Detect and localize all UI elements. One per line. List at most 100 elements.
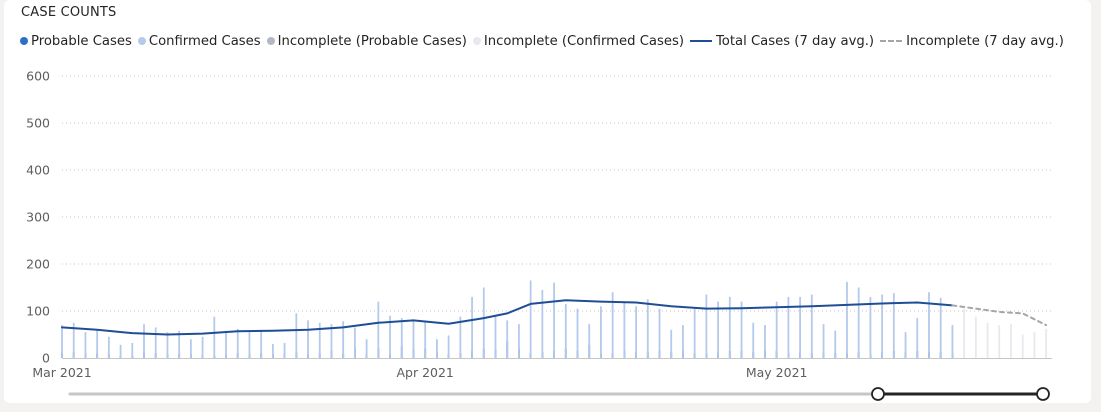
bar [658, 308, 661, 358]
bar [564, 303, 567, 358]
legend-item-confirmed[interactable]: Confirmed Cases [137, 34, 261, 49]
bar [1045, 328, 1048, 358]
bar [471, 296, 473, 358]
bar [600, 306, 602, 358]
legend[interactable]: Probable Cases Confirmed Cases Incomplet… [20, 32, 1070, 50]
legend-label: Incomplete (Probable Cases) [277, 33, 467, 49]
bar [307, 320, 309, 358]
bar [963, 308, 966, 358]
bar [670, 329, 673, 358]
legend-dot-icon [472, 37, 481, 45]
bar [459, 316, 462, 358]
legend-item-incomplete-confirmed[interactable]: Incomplete (Confirmed Cases) [472, 33, 684, 49]
bar [1010, 324, 1012, 358]
bar [682, 325, 684, 358]
bar [822, 324, 825, 358]
bar [201, 336, 204, 358]
legend-item-incomplete-avg[interactable]: Incomplete (7 day avg.) [880, 34, 1064, 49]
bar [506, 320, 509, 358]
bar [775, 301, 778, 358]
bar [248, 332, 251, 358]
y-tick-label: 300 [26, 210, 50, 225]
y-axis: 0 100 200 300 400 500 600 [26, 69, 50, 366]
bar [189, 339, 192, 358]
bar [693, 308, 696, 358]
bar [436, 339, 438, 358]
slider-handle-left[interactable] [871, 387, 885, 401]
total-avg-line [61, 299, 954, 336]
bar [1033, 332, 1036, 358]
lines [61, 299, 1048, 336]
bar [330, 324, 333, 358]
bar [728, 296, 731, 358]
legend-label: Incomplete (7 day avg.) [906, 33, 1064, 49]
bar [705, 294, 708, 358]
range-slider[interactable] [68, 387, 1050, 401]
bar [107, 336, 110, 358]
bar [846, 281, 848, 358]
bar [213, 316, 216, 358]
bar [482, 287, 485, 358]
legend-dot-icon [20, 37, 28, 45]
x-tick-label: Apr 2021 [396, 365, 453, 380]
bar [84, 332, 87, 358]
bar [154, 327, 157, 358]
bar [61, 325, 63, 358]
chart-card [4, 0, 1091, 403]
bar [834, 330, 837, 358]
bar [998, 325, 1001, 358]
legend-label: Probable Cases [31, 33, 132, 49]
bar [623, 301, 626, 358]
x-tick-label: Mar 2021 [32, 365, 91, 380]
bar [576, 308, 579, 358]
gridlines [62, 75, 1052, 359]
legend-dash-icon [880, 40, 903, 42]
legend-item-probable[interactable]: Probable Cases [20, 34, 132, 49]
bar [72, 322, 75, 358]
bar [166, 332, 169, 358]
bar [881, 294, 884, 358]
bar [740, 301, 743, 358]
bar [494, 315, 497, 358]
bar [787, 296, 790, 358]
y-tick-label: 600 [26, 69, 50, 84]
bar [541, 289, 544, 358]
legend-label: Incomplete (Confirmed Cases) [483, 33, 684, 49]
bar [717, 301, 719, 358]
bar [588, 324, 591, 358]
legend-dot-icon [137, 37, 146, 45]
bar [752, 322, 755, 358]
bar [400, 318, 403, 358]
x-axis: Mar 2021 Apr 2021 May 2021 [32, 365, 807, 380]
bar [342, 321, 345, 358]
legend-item-incomplete-probable[interactable]: Incomplete (Probable Cases) [266, 33, 467, 49]
bar [635, 306, 637, 358]
bars [61, 280, 1048, 358]
bar [131, 342, 134, 358]
bar [518, 324, 520, 358]
bar [119, 344, 122, 358]
bar [143, 324, 145, 358]
bar [96, 329, 99, 358]
legend-item-total-avg[interactable]: Total Cases (7 day avg.) [689, 34, 874, 49]
bar [939, 297, 942, 358]
y-tick-label: 200 [26, 257, 50, 272]
bar [646, 299, 649, 358]
bar [260, 329, 263, 358]
bar [810, 294, 813, 358]
bar [986, 322, 989, 358]
bar [225, 330, 227, 358]
bar [447, 335, 450, 358]
bar [904, 332, 907, 358]
slider-handle-right[interactable] [1036, 387, 1050, 401]
bar [928, 292, 930, 358]
bar [553, 282, 555, 358]
bar [424, 321, 427, 358]
bar [951, 325, 954, 358]
bar [857, 287, 860, 358]
bar [1021, 334, 1024, 358]
bar [412, 320, 415, 358]
bar [799, 296, 802, 358]
chart-title: CASE COUNTS [21, 5, 117, 20]
